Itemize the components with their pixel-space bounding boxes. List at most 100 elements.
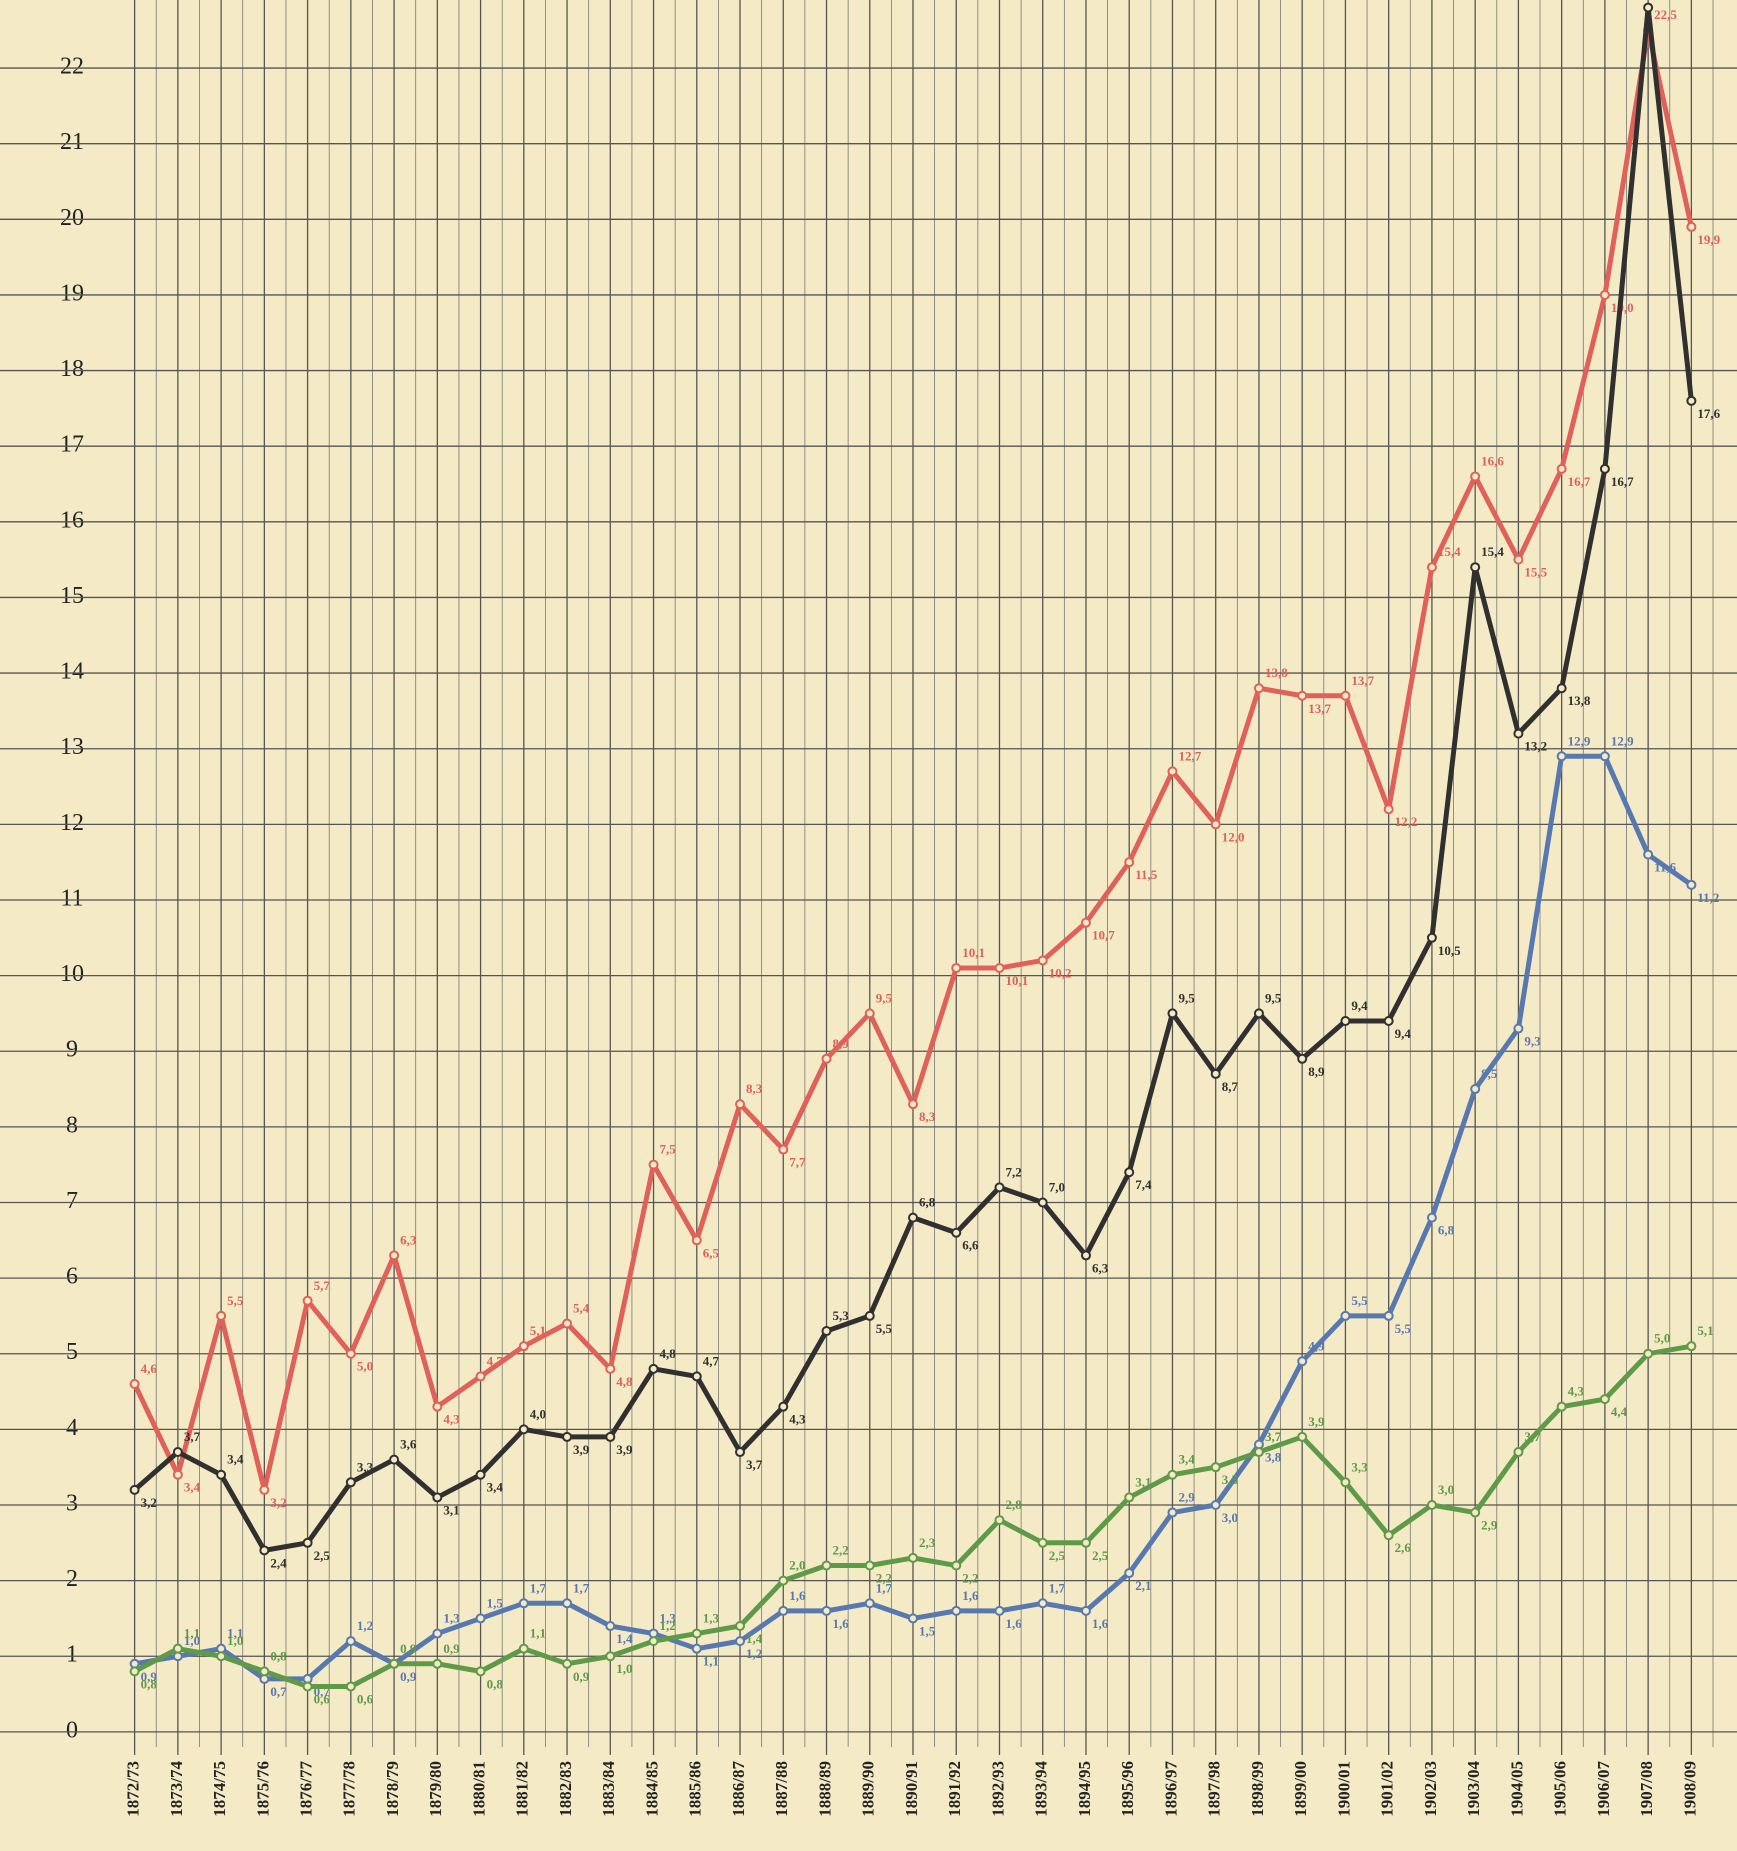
data-label: 3,4 [227,1452,244,1467]
x-tick-label: 1875/76 [253,1761,272,1817]
data-point [1210,1462,1221,1473]
data-point [908,1099,918,1110]
data-label: 13,2 [1524,739,1547,754]
data-point [562,1318,573,1329]
data-label: 1,3 [703,1611,720,1626]
data-label: 5,1 [530,1323,546,1338]
x-tick-label: 1894/95 [1075,1761,1094,1817]
data-point [1556,1401,1567,1412]
data-point [1297,1053,1308,1064]
data-label: 15,4 [1481,544,1504,559]
x-tick-label: 1903/04 [1464,1761,1483,1817]
x-tick-label: 1887/88 [772,1761,791,1817]
data-point [1470,1507,1481,1518]
data-label: 9,3 [1524,1034,1541,1049]
data-point [1686,395,1697,406]
data-point [1167,766,1178,777]
data-label: 5,7 [314,1278,331,1293]
data-label: 1,3 [660,1611,677,1626]
data-point [864,1310,875,1321]
y-tick-label: 16 [60,507,84,533]
data-point [1556,751,1567,762]
data-label: 1,1 [703,1654,719,1669]
data-label: 1,2 [746,1646,762,1661]
data-point [1643,2,1654,13]
data-label: 2,6 [1395,1540,1412,1555]
data-point [994,963,1005,974]
data-label: 5,1 [1697,1323,1713,1338]
x-tick-label: 1885/86 [686,1761,705,1817]
data-label: 1,7 [876,1580,893,1595]
x-tick-label: 1872/73 [124,1761,143,1817]
data-label: 3,3 [1351,1459,1368,1474]
data-label: 15,5 [1524,565,1547,580]
data-label: 3,1 [1135,1474,1151,1489]
data-point [1080,1605,1091,1616]
data-label: 3,7 [1524,1429,1541,1444]
data-label: 1,2 [660,1618,676,1633]
data-label: 6,8 [1438,1223,1455,1238]
data-label: 0,8 [487,1676,504,1691]
data-point [735,1447,746,1458]
data-label: 5,0 [1654,1331,1670,1346]
data-label: 3,0 [1438,1482,1454,1497]
data-point [648,1159,659,1170]
data-point [345,1681,356,1692]
data-point [1686,1341,1697,1352]
data-point [1513,728,1524,739]
data-label: 4,4 [1611,1404,1628,1419]
data-point [908,1552,918,1563]
data-point [735,1636,746,1647]
data-label: 1,6 [1092,1616,1109,1631]
data-point [605,1431,616,1442]
data-point [1037,955,1048,966]
x-tick-label: 1908/09 [1680,1761,1699,1817]
x-tick-label: 1907/08 [1637,1761,1656,1817]
data-label: 11,2 [1697,890,1719,905]
data-point [778,1575,789,1586]
data-label: 8,5 [1481,1066,1498,1081]
data-label: 9,4 [1395,1026,1412,1041]
data-point [1513,554,1524,565]
data-point [1210,1499,1221,1510]
data-point [1383,804,1394,815]
data-label: 4,0 [530,1406,546,1421]
data-point [1426,1499,1437,1510]
data-label: 13,7 [1351,673,1374,688]
data-point [1599,1394,1610,1405]
y-tick-label: 20 [60,205,84,231]
data-label: 1,5 [487,1595,504,1610]
data-label: 1,1 [184,1626,200,1641]
data-label: 16,7 [1611,474,1634,489]
data-label: 4,7 [703,1353,720,1368]
data-point [1124,1568,1135,1579]
data-point [389,1454,400,1465]
data-label: 5,0 [357,1359,373,1374]
data-label: 17,6 [1697,406,1720,421]
data-label: 2,9 [1178,1490,1195,1505]
data-point [259,1666,270,1677]
data-point [1340,1477,1351,1488]
data-point [432,1401,443,1412]
data-point [1080,1250,1091,1261]
data-point [1470,1084,1481,1095]
data-point [216,1310,227,1321]
x-tick-label: 1873/74 [167,1761,186,1817]
y-tick-label: 1 [66,1642,78,1668]
data-point [475,1613,486,1624]
y-tick-label: 15 [60,583,84,609]
data-point [1297,1431,1308,1442]
data-label: 10,1 [962,945,985,960]
data-label: 1,6 [962,1588,979,1603]
data-point [1167,1507,1178,1518]
data-label: 2,2 [962,1570,978,1585]
data-label: 2,8 [1005,1497,1022,1512]
data-point [475,1371,486,1382]
data-point [605,1620,616,1631]
data-point [1297,690,1308,701]
data-label: 7,0 [1049,1179,1065,1194]
data-point [129,1378,140,1389]
data-label: 4,8 [660,1346,677,1361]
data-point [562,1658,573,1669]
data-label: 10,1 [1005,973,1028,988]
